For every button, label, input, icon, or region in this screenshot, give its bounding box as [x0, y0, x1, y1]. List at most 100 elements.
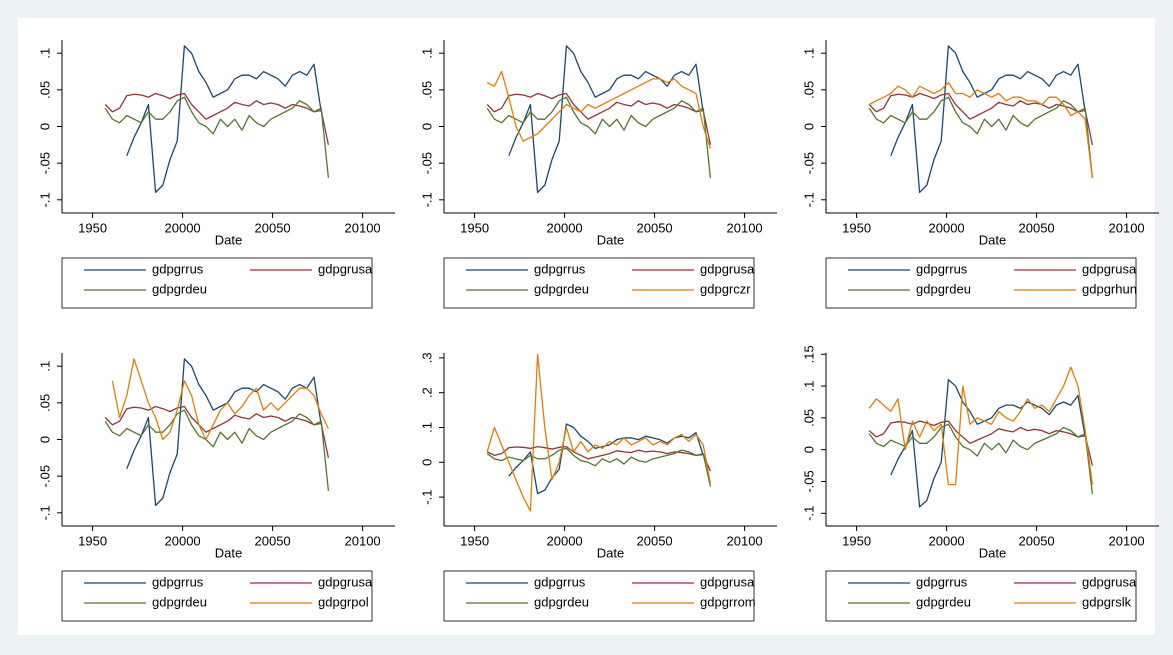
series-line [111, 358, 329, 441]
y-tick-label: .05 [801, 409, 816, 427]
y-tick-label: -.1 [801, 506, 816, 521]
legend-box [443, 257, 755, 309]
legend-label: gdpgrusa [1082, 574, 1137, 589]
x-tick-label: 20050 [637, 220, 673, 235]
y-tick-label: 0 [37, 436, 52, 443]
legend-label: gdpgrusa [318, 574, 373, 589]
x-axis-title: Date [597, 545, 624, 560]
x-tick-label: 20100 [1109, 220, 1145, 235]
series-line [868, 366, 1094, 486]
x-tick-label: 20050 [1019, 533, 1055, 548]
x-tick-label: 1950 [842, 533, 871, 548]
x-tick-label: 1950 [460, 220, 489, 235]
series-line [868, 81, 1094, 178]
series-line [486, 70, 712, 149]
x-tick-label: 20100 [727, 533, 763, 548]
y-tick-label: -.1 [801, 192, 816, 207]
x-tick-label: 20050 [637, 533, 673, 548]
series-line [104, 409, 330, 491]
x-tick-label: 20000 [547, 533, 583, 548]
y-tick-label: .1 [801, 381, 816, 392]
x-tick-label: 20000 [547, 220, 583, 235]
series-line [104, 405, 330, 458]
series-line [890, 45, 1086, 194]
y-tick-label: -.05 [801, 152, 816, 174]
x-tick-label: 20100 [345, 220, 381, 235]
y-tick-label: -.1 [419, 490, 434, 505]
legend-label: gdpgrrus [916, 574, 968, 589]
y-tick-label: .15 [801, 345, 816, 363]
y-tick-label: .1 [419, 422, 434, 433]
legend-label: gdpgrusa [700, 574, 755, 589]
x-axis-title: Date [597, 232, 624, 247]
y-tick-label: -.1 [419, 192, 434, 207]
x-axis-title: Date [979, 545, 1006, 560]
legend-label: gdpgrusa [1082, 261, 1137, 276]
legend-box [825, 257, 1137, 309]
series-line [486, 445, 711, 472]
legend-label: gdpgrrom [700, 594, 756, 609]
legend-box [443, 570, 755, 622]
x-tick-label: 20000 [929, 533, 965, 548]
y-tick-label: 0 [37, 123, 52, 130]
x-tick-label: 20000 [165, 220, 201, 235]
legend-box [61, 257, 373, 309]
y-tick-label: .05 [37, 394, 52, 412]
y-tick-label: -.1 [37, 192, 52, 207]
x-tick-label: 1950 [78, 533, 107, 548]
series-line [890, 379, 1086, 508]
x-tick-label: 20000 [165, 533, 201, 548]
x-axis-title: Date [215, 232, 242, 247]
y-tick-label: .1 [37, 48, 52, 59]
series-line [868, 96, 1094, 178]
x-tick-label: 1950 [78, 220, 107, 235]
legend-label: gdpgrdeu [534, 281, 589, 296]
legend-label: gdpgrhun [1082, 281, 1137, 296]
series-line [486, 92, 712, 145]
series-line [486, 447, 712, 487]
series-line [126, 45, 322, 194]
series-line [104, 96, 330, 178]
y-tick-label: .05 [419, 81, 434, 99]
y-tick-label: 0 [419, 123, 434, 130]
legend-label: gdpgrusa [318, 261, 373, 276]
y-tick-label: 0 [801, 446, 816, 453]
series-line [868, 420, 1094, 466]
legend-label: gdpgrusa [700, 261, 755, 276]
y-tick-label: .1 [37, 361, 52, 372]
y-tick-label: -.1 [37, 505, 52, 520]
legend-label: gdpgrrus [152, 261, 204, 276]
series-line [868, 92, 1094, 145]
y-tick-label: 0 [801, 123, 816, 130]
graph-region [18, 18, 1155, 635]
x-tick-label: 1950 [842, 220, 871, 235]
legend-box [61, 570, 373, 622]
y-tick-label: 0 [419, 459, 434, 466]
legend-label: gdpgrdeu [916, 594, 971, 609]
legend-label: gdpgrdeu [916, 281, 971, 296]
x-tick-label: 20050 [1019, 220, 1055, 235]
y-tick-label: .05 [801, 81, 816, 99]
y-tick-label: .1 [419, 48, 434, 59]
y-tick-label: -.05 [419, 152, 434, 174]
legend-label: gdpgrrus [152, 574, 204, 589]
y-tick-label: .1 [801, 48, 816, 59]
y-tick-label: .05 [37, 81, 52, 99]
x-tick-label: 20050 [255, 220, 291, 235]
legend-label: gdpgrdeu [534, 594, 589, 609]
legend-label: gdpgrrus [916, 261, 968, 276]
y-tick-label: -.05 [37, 152, 52, 174]
y-tick-label: .3 [419, 352, 434, 363]
legend-box [825, 570, 1137, 622]
legend-label: gdpgrrus [534, 261, 586, 276]
x-tick-label: 20100 [727, 220, 763, 235]
x-tick-label: 20050 [255, 533, 291, 548]
x-tick-label: 20100 [345, 533, 381, 548]
x-tick-label: 20000 [929, 220, 965, 235]
series-line [486, 353, 712, 512]
x-axis-title: Date [979, 232, 1006, 247]
series-line [486, 96, 712, 178]
y-tick-label: -.05 [801, 470, 816, 492]
